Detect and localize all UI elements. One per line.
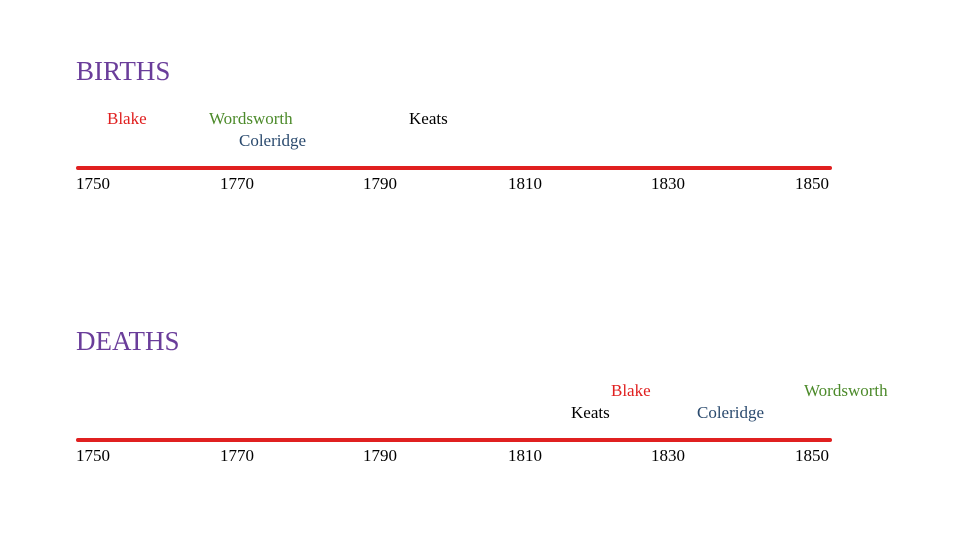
deaths-tick-label: 1850 <box>795 446 829 465</box>
births-blake-label: Blake <box>107 109 147 128</box>
births-keats-label: Keats <box>409 109 448 128</box>
births-coleridge-label: Coleridge <box>239 131 307 150</box>
deaths-keats-label: Keats <box>571 403 610 422</box>
deaths-blake-label: Blake <box>611 381 651 400</box>
births-tick-label: 1770 <box>220 174 254 193</box>
births-tick-label: 1850 <box>795 174 829 193</box>
deaths-tick-label: 1810 <box>508 446 542 465</box>
deaths-tick-label: 1790 <box>363 446 397 465</box>
births-tick-label: 1810 <box>508 174 542 193</box>
deaths-wordsworth-label: Wordsworth <box>804 381 888 400</box>
births-wordsworth-label: Wordsworth <box>209 109 293 128</box>
deaths-timeline-line <box>76 438 832 442</box>
deaths-coleridge-label: Coleridge <box>697 403 765 422</box>
births-heading: BIRTHS <box>76 56 171 86</box>
deaths-heading: DEATHS <box>76 326 180 356</box>
deaths-tick-label: 1750 <box>76 446 110 465</box>
births-tick-label: 1830 <box>651 174 685 193</box>
births-tick-label: 1790 <box>363 174 397 193</box>
deaths-tick-label: 1830 <box>651 446 685 465</box>
births-tick-label: 1750 <box>76 174 110 193</box>
births-timeline-line <box>76 166 832 170</box>
deaths-tick-label: 1770 <box>220 446 254 465</box>
